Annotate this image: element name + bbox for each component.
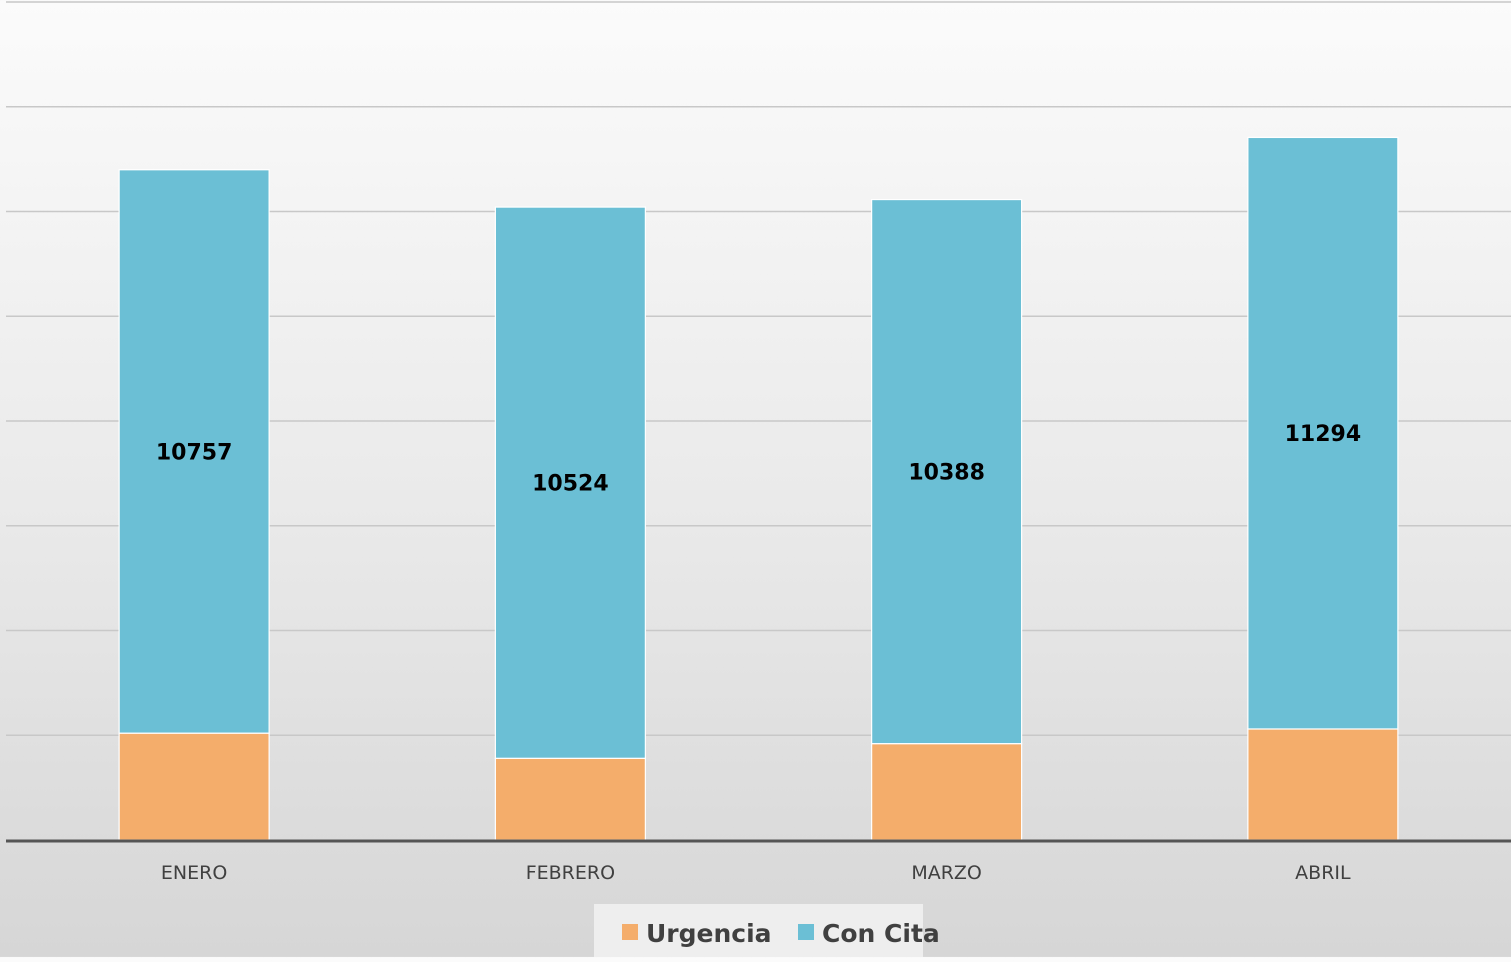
bar-urgencia-febrero xyxy=(494,757,646,841)
bar-urgencia-enero xyxy=(118,732,270,841)
x-tick-label-marzo: MARZO xyxy=(911,862,982,884)
data-label-abril: 11294 xyxy=(1285,422,1362,447)
data-label-febrero: 10524 xyxy=(532,472,609,497)
bars xyxy=(118,136,1399,841)
legend-label-urgencia: Urgencia xyxy=(646,919,772,948)
data-label-marzo: 10388 xyxy=(908,461,985,486)
x-tick-label-abril: ABRIL xyxy=(1295,862,1351,884)
bar-con-cita-abril xyxy=(1247,136,1399,730)
data-labels: 10757 10524 10388 11294 xyxy=(156,422,1361,496)
data-label-enero: 10757 xyxy=(156,440,233,465)
bar-urgencia-marzo xyxy=(871,743,1023,841)
legend-swatch-urgencia xyxy=(622,924,638,940)
legend: Urgencia Con Cita xyxy=(594,904,940,957)
legend-swatch-con-cita xyxy=(798,924,814,940)
bar-urgencia-abril xyxy=(1247,728,1399,841)
x-axis: ENERO FEBRERO MARZO ABRIL xyxy=(6,839,1511,884)
x-tick-label-enero: ENERO xyxy=(161,862,227,884)
bar-con-cita-enero xyxy=(118,169,270,734)
legend-box xyxy=(594,904,923,957)
x-tick-label-febrero: FEBRERO xyxy=(526,862,615,884)
bar-con-cita-febrero xyxy=(494,206,646,759)
legend-label-con-cita: Con Cita xyxy=(822,919,940,948)
bar-con-cita-marzo xyxy=(871,198,1023,745)
